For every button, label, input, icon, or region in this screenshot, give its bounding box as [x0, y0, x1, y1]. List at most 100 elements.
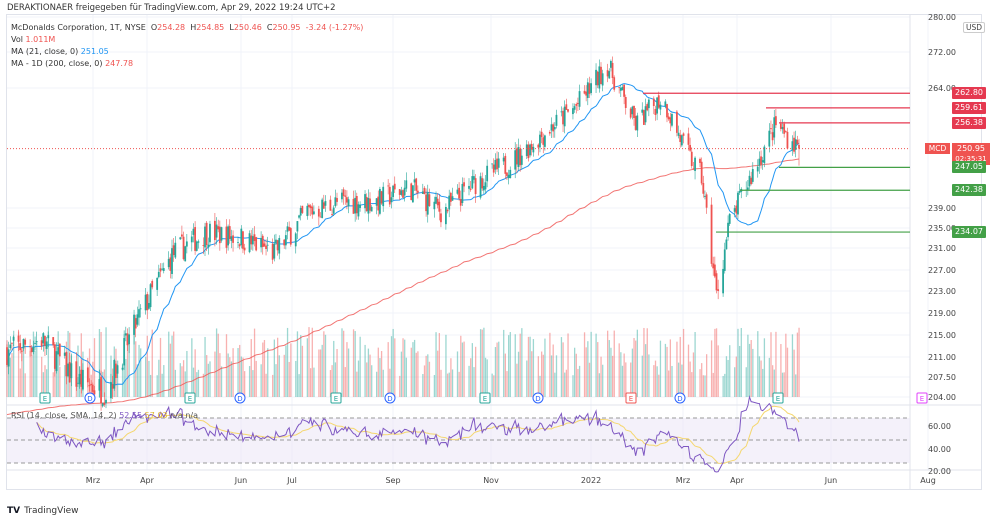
candle-body [370, 206, 373, 212]
candle-body [633, 105, 635, 118]
volume-bar [103, 369, 106, 397]
earnings-label[interactable]: E [188, 395, 192, 403]
currency-label[interactable]: USD [963, 22, 986, 33]
price-tick: 211.00 [928, 353, 956, 362]
volume-bar [737, 328, 739, 397]
earnings-label[interactable]: E [334, 395, 338, 403]
volume-bar [795, 374, 797, 397]
earnings-marker [330, 392, 342, 404]
rsi-na-2: n/a [185, 411, 198, 420]
volume-bar [475, 346, 477, 397]
candle-body [128, 334, 130, 345]
candle-body [746, 187, 749, 190]
volume-bar [498, 341, 500, 397]
volume-bar [237, 348, 239, 397]
earnings-label[interactable]: E [629, 395, 633, 403]
candle-body [647, 99, 650, 109]
dividend-label[interactable]: D [677, 395, 682, 403]
volume-bar [146, 335, 148, 397]
volume-label[interactable]: Vol [11, 35, 23, 44]
volume-bar [461, 342, 464, 397]
earnings-label[interactable]: E [43, 395, 47, 403]
volume-bar [263, 339, 266, 397]
volume-bar [102, 371, 104, 397]
candle-body [29, 345, 31, 348]
candle-body [77, 382, 79, 384]
candle-body [723, 249, 726, 271]
volume-bar [448, 372, 450, 397]
candle-body [572, 108, 574, 115]
symbol-name[interactable]: McDonalds Corporation, 1T, NYSE [11, 23, 146, 32]
tradingview-logo[interactable]: TV TradingView [7, 506, 79, 516]
earnings-label[interactable]: E [920, 395, 924, 403]
volume-bar [633, 337, 635, 397]
candle-body [400, 190, 403, 195]
candle-body [562, 110, 564, 125]
volume-bar [542, 354, 544, 397]
candle-body [379, 189, 381, 214]
ma21-label[interactable]: MA (21, close, 0) [11, 47, 79, 56]
dividend-label[interactable]: D [87, 395, 92, 403]
candle-body [756, 166, 759, 172]
candle-body [309, 205, 312, 209]
rsi-label[interactable]: RSI (14, close, SMA, 14, 2) [11, 411, 117, 420]
candle-body [471, 176, 474, 189]
candle-body [70, 363, 73, 379]
dividend-label[interactable]: D [387, 395, 392, 403]
volume-bar [656, 366, 658, 397]
candle-body [146, 293, 149, 311]
candle-body [336, 198, 338, 202]
volume-bar [763, 338, 766, 397]
chart-frame[interactable] [6, 14, 982, 490]
volume-bar [394, 338, 396, 397]
volume-bar [402, 338, 404, 397]
earnings-label[interactable]: E [776, 395, 780, 403]
candle-body [737, 192, 739, 215]
volume-bar [653, 365, 655, 397]
candle-body [253, 234, 256, 241]
volume-bar [526, 360, 528, 397]
price-tick: 235.00 [928, 224, 956, 233]
candle-body [529, 144, 531, 156]
volume-bar [42, 372, 44, 397]
dividend-label[interactable]: D [237, 395, 242, 403]
volume-bar [100, 331, 102, 397]
candle-body [514, 150, 517, 170]
candle-body [722, 268, 724, 294]
candle-body [306, 205, 309, 217]
rsi-tick: 20.00 [928, 467, 951, 476]
dividend-marker [384, 392, 396, 404]
volume-bar [537, 356, 539, 397]
volume-bar [285, 345, 287, 397]
ma200-label[interactable]: MA - 1D (200, close, 0) [11, 59, 103, 68]
candle-body [123, 338, 126, 366]
candle-body [294, 233, 297, 247]
volume-bar [699, 369, 701, 397]
price-tick: 215.00 [928, 331, 956, 340]
candle-body [410, 183, 413, 201]
volume-bar [253, 328, 256, 397]
candle-body [185, 241, 188, 247]
candle-body [86, 367, 89, 383]
candle-body [288, 227, 291, 231]
candle-body [583, 90, 586, 94]
earnings-label[interactable]: E [483, 395, 487, 403]
candle-body [225, 226, 228, 248]
volume-bar [668, 370, 670, 397]
candle-body [98, 379, 101, 391]
candle-body [263, 243, 266, 247]
volume-bar [760, 360, 762, 397]
candle-body [595, 69, 597, 86]
volume-bar [323, 331, 325, 397]
volume-bar [286, 327, 289, 397]
volume-bar [768, 357, 770, 397]
candle-body [390, 197, 393, 203]
dividend-label[interactable]: D [535, 395, 540, 403]
volume-bar [319, 349, 322, 397]
candle-body [387, 185, 390, 187]
candle-body [227, 226, 229, 246]
candle-body [369, 198, 371, 211]
candle-body [321, 199, 324, 218]
candle-body [111, 384, 114, 389]
